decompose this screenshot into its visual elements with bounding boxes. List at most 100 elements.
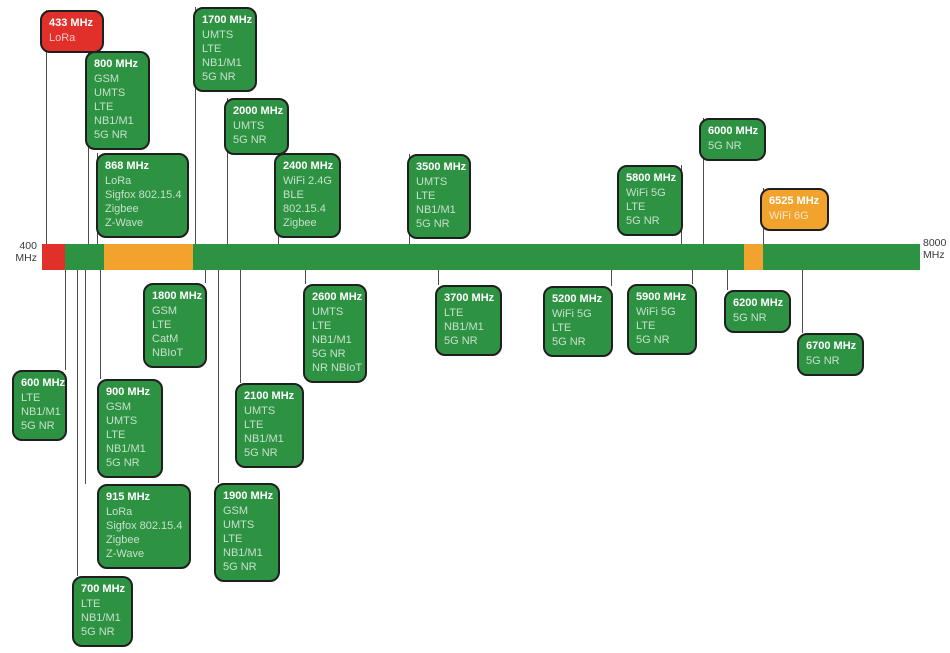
band-freq-label: 700 MHz	[81, 583, 126, 595]
band-tech-label: 5G NR	[81, 626, 115, 638]
connector-line-915-mhz	[85, 270, 86, 484]
band-tech-label: UMTS	[416, 176, 448, 188]
band-tech-label: NB1/M1	[444, 321, 484, 333]
connector-line-1900-mhz	[218, 270, 219, 483]
band-tech-label: NB1/M1	[81, 612, 121, 624]
axis-min-unit: MHz	[15, 251, 37, 264]
band-tech-label: NB1/M1	[106, 443, 146, 455]
band-freq-label: 600 MHz	[21, 377, 66, 389]
bar-segment-red	[42, 244, 65, 270]
band-box-6700-mhz: 6700 MHz 5G NR	[797, 333, 864, 376]
connector-line-6200-mhz	[727, 270, 728, 290]
band-freq-label: 2600 MHz	[312, 291, 363, 303]
band-tech-label: Z-Wave	[106, 548, 145, 560]
band-freq-label: 3700 MHz	[444, 292, 495, 304]
band-box-1800-mhz: 1800 MHz GSM LTE CatM NBIoT	[143, 283, 207, 368]
band-tech-label: LTE	[636, 320, 656, 332]
band-freq-label: 2000 MHz	[233, 105, 284, 117]
band-box-6200-mhz: 6200 MHz 5G NR	[724, 290, 791, 333]
axis-max-label: 8000 MHz	[923, 237, 950, 261]
band-tech-label: WiFi 5G	[626, 187, 666, 199]
connector-line-2100-mhz	[240, 270, 241, 383]
band-tech-label: LTE	[552, 322, 572, 334]
band-freq-label: 800 MHz	[94, 58, 139, 70]
band-tech-label: NB1/M1	[223, 547, 263, 559]
band-box-3700-mhz: 3700 MHz LTE NB1/M1 5G NR	[435, 285, 502, 356]
band-freq-label: 900 MHz	[106, 386, 151, 398]
band-freq-label: 433 MHz	[49, 17, 94, 29]
connector-line-6700-mhz	[802, 270, 803, 333]
connector-line-5900-mhz	[692, 270, 693, 284]
band-box-433-mhz: 433 MHz LoRa	[40, 10, 104, 53]
band-box-1900-mhz: 1900 MHz GSM UMTS LTE NB1/M1 5G NR	[214, 483, 280, 582]
band-tech-label: CatM	[152, 333, 179, 345]
bar-segment-green	[65, 244, 104, 270]
band-tech-label: 5G NR	[708, 140, 742, 152]
band-tech-label: NR NBIoT	[312, 362, 363, 374]
band-tech-label: 5G NR	[233, 134, 267, 146]
band-freq-label: 5800 MHz	[626, 172, 677, 184]
band-tech-label: LTE	[106, 429, 126, 441]
axis-min-value: 400	[19, 240, 37, 252]
axis-min-label: 400 MHz	[8, 240, 37, 264]
band-tech-label: LTE	[223, 533, 243, 545]
band-tech-label: UMTS	[233, 120, 265, 132]
band-tech-label: LTE	[21, 392, 41, 404]
band-box-5200-mhz: 5200 MHz WiFi 5G LTE 5G NR	[543, 286, 613, 357]
band-freq-label: 2400 MHz	[283, 160, 334, 172]
band-box-900-mhz: 900 MHz GSM UMTS LTE NB1/M1 5G NR	[97, 379, 163, 478]
band-box-6000-mhz: 6000 MHz 5G NR	[699, 118, 766, 161]
band-tech-label: Sigfox 802.15.4	[105, 189, 182, 201]
bar-segment-green	[763, 244, 920, 270]
band-tech-label: Z-Wave	[105, 217, 144, 229]
band-tech-label: WiFi 6G	[769, 210, 809, 222]
band-box-5900-mhz: 5900 MHz WiFi 5G LTE 5G NR	[627, 284, 697, 355]
band-tech-label: LTE	[152, 319, 172, 331]
band-tech-label: 5G NR	[626, 215, 660, 227]
bar-segment-green	[193, 244, 744, 270]
connector-line-900-mhz	[100, 270, 101, 379]
axis-max-unit: MHz	[923, 248, 945, 261]
band-tech-label: UMTS	[244, 405, 276, 417]
band-freq-label: 5900 MHz	[636, 291, 687, 303]
frequency-bar	[42, 244, 920, 270]
band-tech-label: NB1/M1	[244, 433, 284, 445]
band-tech-label: 5G NR	[244, 447, 278, 459]
connector-line-433-mhz	[46, 10, 47, 244]
band-box-1700-mhz: 1700 MHz UMTS LTE NB1/M1 5G NR	[193, 7, 257, 92]
band-freq-label: 1700 MHz	[202, 14, 253, 26]
band-tech-label: 5G NR	[106, 457, 140, 469]
band-tech-label: GSM	[94, 73, 120, 85]
bar-segment-orange	[744, 244, 763, 270]
band-freq-label: 6000 MHz	[708, 125, 759, 137]
band-box-800-mhz: 800 MHz GSM UMTS LTE NB1/M1 5G NR	[85, 51, 150, 150]
band-tech-label: LoRa	[106, 506, 133, 518]
band-box-5800-mhz: 5800 MHz WiFi 5G LTE 5G NR	[617, 165, 683, 236]
band-tech-label: LoRa	[49, 32, 76, 44]
band-tech-label: LTE	[626, 201, 646, 213]
band-tech-label: UMTS	[312, 306, 344, 318]
band-box-600-mhz: 600 MHz LTE NB1/M1 5G NR	[12, 370, 67, 441]
band-tech-label: 5G NR	[21, 420, 55, 432]
band-tech-label: 5G NR	[636, 334, 670, 346]
connector-line-3700-mhz	[438, 270, 439, 285]
band-freq-label: 3500 MHz	[416, 161, 467, 173]
band-tech-label: LTE	[416, 190, 436, 202]
band-tech-label: 5G NR	[223, 561, 257, 573]
band-box-6525-mhz: 6525 MHz WiFi 6G	[760, 188, 829, 231]
band-tech-label: 5G NR	[444, 335, 478, 347]
band-tech-label: LTE	[444, 307, 464, 319]
band-freq-label: 5200 MHz	[552, 293, 603, 305]
band-box-2100-mhz: 2100 MHz UMTS LTE NB1/M1 5G NR	[235, 383, 304, 468]
band-tech-label: UMTS	[202, 29, 234, 41]
band-box-2400-mhz: 2400 MHz WiFi 2.4G BLE 802.15.4 Zigbee	[274, 153, 341, 238]
band-tech-label: WiFi 5G	[636, 306, 676, 318]
band-tech-label: WiFi 5G	[552, 308, 592, 320]
band-box-2000-mhz: 2000 MHz UMTS 5G NR	[224, 98, 289, 155]
axis-max-value: 8000	[923, 237, 947, 249]
band-tech-label: 5G NR	[202, 71, 236, 83]
band-freq-label: 6525 MHz	[769, 195, 820, 207]
band-tech-label: GSM	[152, 305, 178, 317]
connector-line-700-mhz	[77, 270, 78, 576]
